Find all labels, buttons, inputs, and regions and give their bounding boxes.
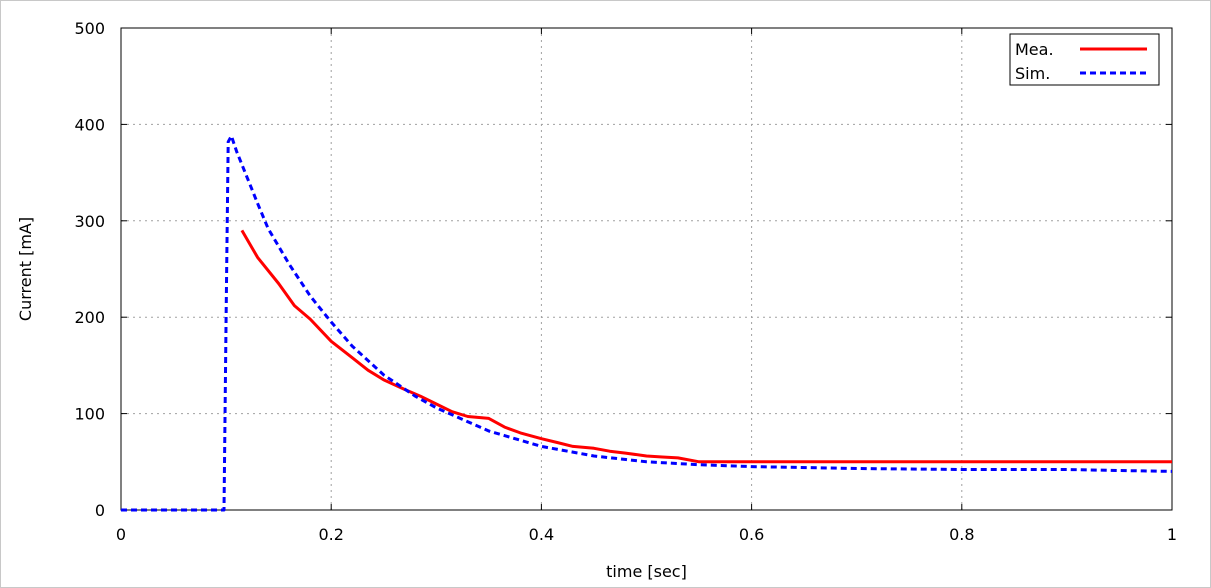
- plot-area-border: [120, 27, 1173, 511]
- x-axis-tick-labels: 0 0.2 0.4 0.6 0.8 1: [116, 525, 1177, 544]
- y-tick-label: 400: [74, 115, 105, 134]
- series-line-sim: [121, 134, 1173, 512]
- y-tick-label: 300: [74, 212, 105, 231]
- x-tick-label: 0.2: [318, 525, 343, 544]
- series-line-mea: [240, 229, 1172, 464]
- y-axis-title: Current [mA]: [16, 217, 35, 321]
- axis-ticks: [120, 27, 1173, 511]
- x-tick-label: 0.4: [529, 525, 554, 544]
- legend-box: [1009, 33, 1160, 86]
- x-tick-label: 1: [1167, 525, 1177, 544]
- y-tick-label: 100: [74, 405, 105, 424]
- legend-label-mea: Mea.: [1015, 40, 1054, 59]
- legend: Mea. Sim.: [1009, 33, 1160, 86]
- x-tick-label: 0.6: [739, 525, 764, 544]
- legend-label-sim: Sim.: [1015, 64, 1050, 83]
- grid-lines: [121, 28, 1172, 510]
- x-axis-title: time [sec]: [606, 562, 687, 581]
- y-tick-label: 200: [74, 308, 105, 327]
- y-axis-tick-labels: 0 100 200 300 400 500: [74, 19, 105, 520]
- series-layer: [121, 134, 1173, 512]
- y-tick-label: 500: [74, 19, 105, 38]
- x-tick-label: 0: [116, 525, 126, 544]
- x-tick-label: 0.8: [949, 525, 974, 544]
- y-tick-label: 0: [95, 501, 105, 520]
